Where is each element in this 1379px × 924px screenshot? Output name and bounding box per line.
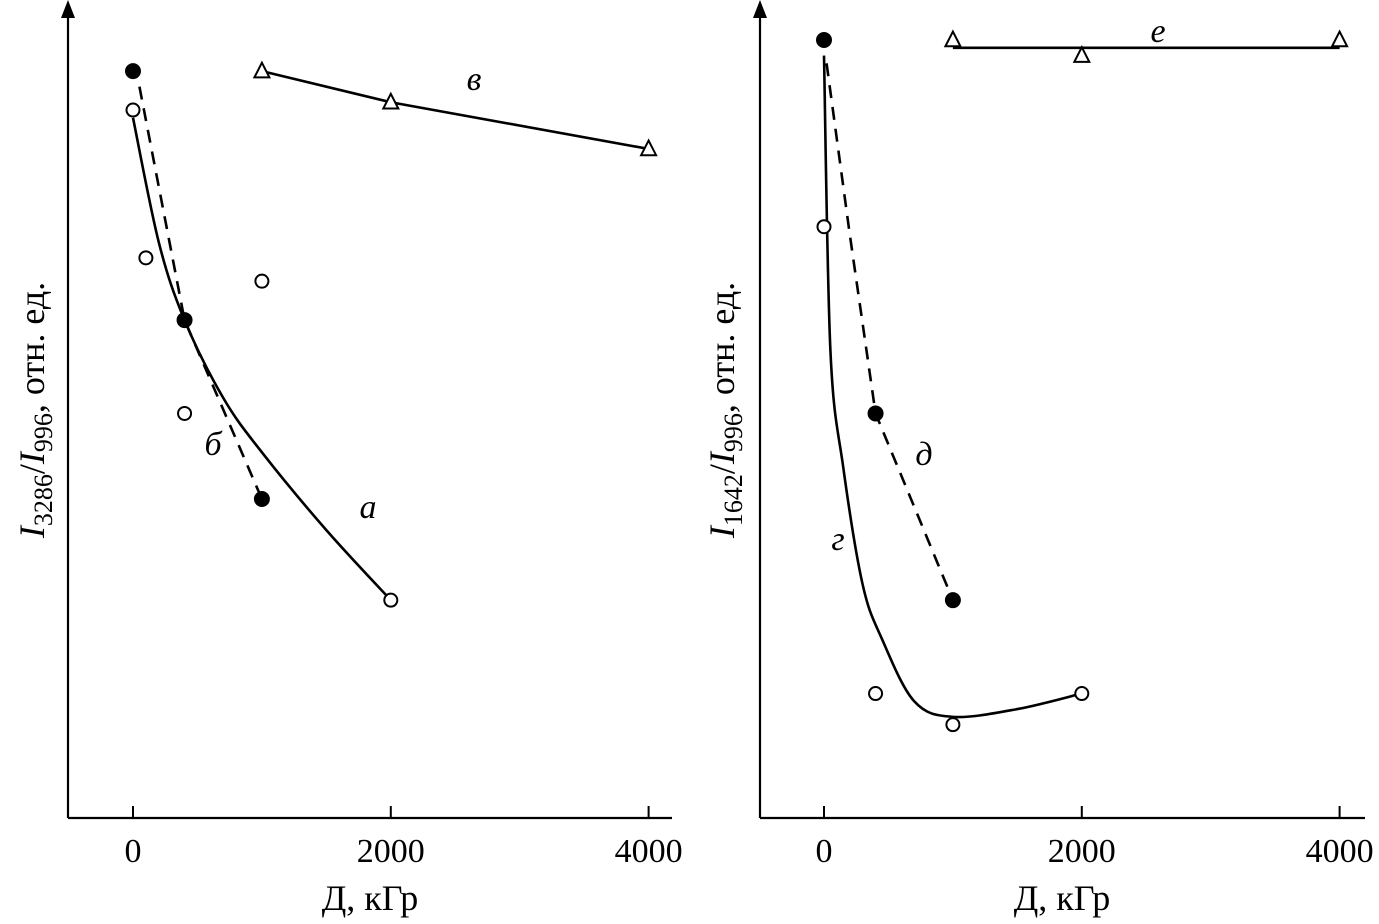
data-point-filled-circle [816,32,832,48]
data-point-filled-circle [867,405,884,422]
left-series-labels: а б в [204,61,481,526]
series-line-г [822,55,1083,719]
data-point-open-triangle [639,138,658,157]
x-tick-label: 4000 [1306,833,1374,870]
data-point-open-triangle [1330,29,1349,48]
x-tick-label: 0 [125,833,142,870]
right-x-axis-title: Д, кГр [1014,878,1111,918]
data-point-filled-circle [253,491,270,508]
right-y-axis-arrow [753,0,767,18]
left-y-axis-title: I3286/I996, отн. ед. [12,282,58,539]
data-point-open-circle [177,405,193,421]
left-x-ticks: 0 2000 4000 [125,806,683,870]
series-line-а [131,117,392,602]
data-point-open-circle [138,250,154,266]
data-point-open-circle [1074,686,1090,702]
right-series-lines [822,46,1340,719]
right-x-ticks: 0 2000 4000 [816,806,1374,870]
x-tick-label: 4000 [615,833,683,870]
data-point-open-circle [125,102,141,118]
series-line-в [261,69,649,151]
x-tick-label: 2000 [357,833,425,870]
series-line-б [138,86,264,500]
series-line-д [825,63,955,601]
data-point-filled-circle [944,592,961,609]
data-point-open-triangle [252,60,272,79]
right-series-labels: г д е [831,13,1165,558]
data-point-open-triangle [1072,44,1091,63]
right-series-markers [816,29,1349,733]
series-label-е: е [1150,13,1165,50]
series-label-г: г [831,521,844,558]
data-point-open-circle [816,219,832,235]
x-tick-label: 0 [816,833,833,870]
left-chart: 0 2000 4000 а б в Д, кГр I3286/I996, отн. ед… [12,0,683,918]
x-tick-label: 2000 [1048,833,1116,870]
right-y-axis-title: I1642/I996, отн. ед. [702,282,748,539]
data-point-filled-circle [125,63,141,80]
series-label-б: б [204,426,223,463]
left-series-lines [131,69,649,602]
data-point-open-circle [383,592,399,608]
right-chart: 0 2000 4000 г д е Д, кГр I1642/I996, отн. ед… [702,0,1374,918]
series-label-д: д [915,436,932,473]
series-label-а: а [360,489,377,526]
left-series-markers [125,60,658,608]
left-x-axis-title: Д, кГр [322,878,419,918]
data-point-open-circle [945,717,961,733]
data-point-open-circle [254,273,270,289]
data-point-open-triangle [943,29,963,48]
data-point-open-circle [868,686,884,702]
left-y-axis-arrow [61,0,75,18]
data-point-open-triangle [381,91,400,110]
series-label-в: в [467,61,482,98]
data-point-filled-circle [176,312,193,329]
